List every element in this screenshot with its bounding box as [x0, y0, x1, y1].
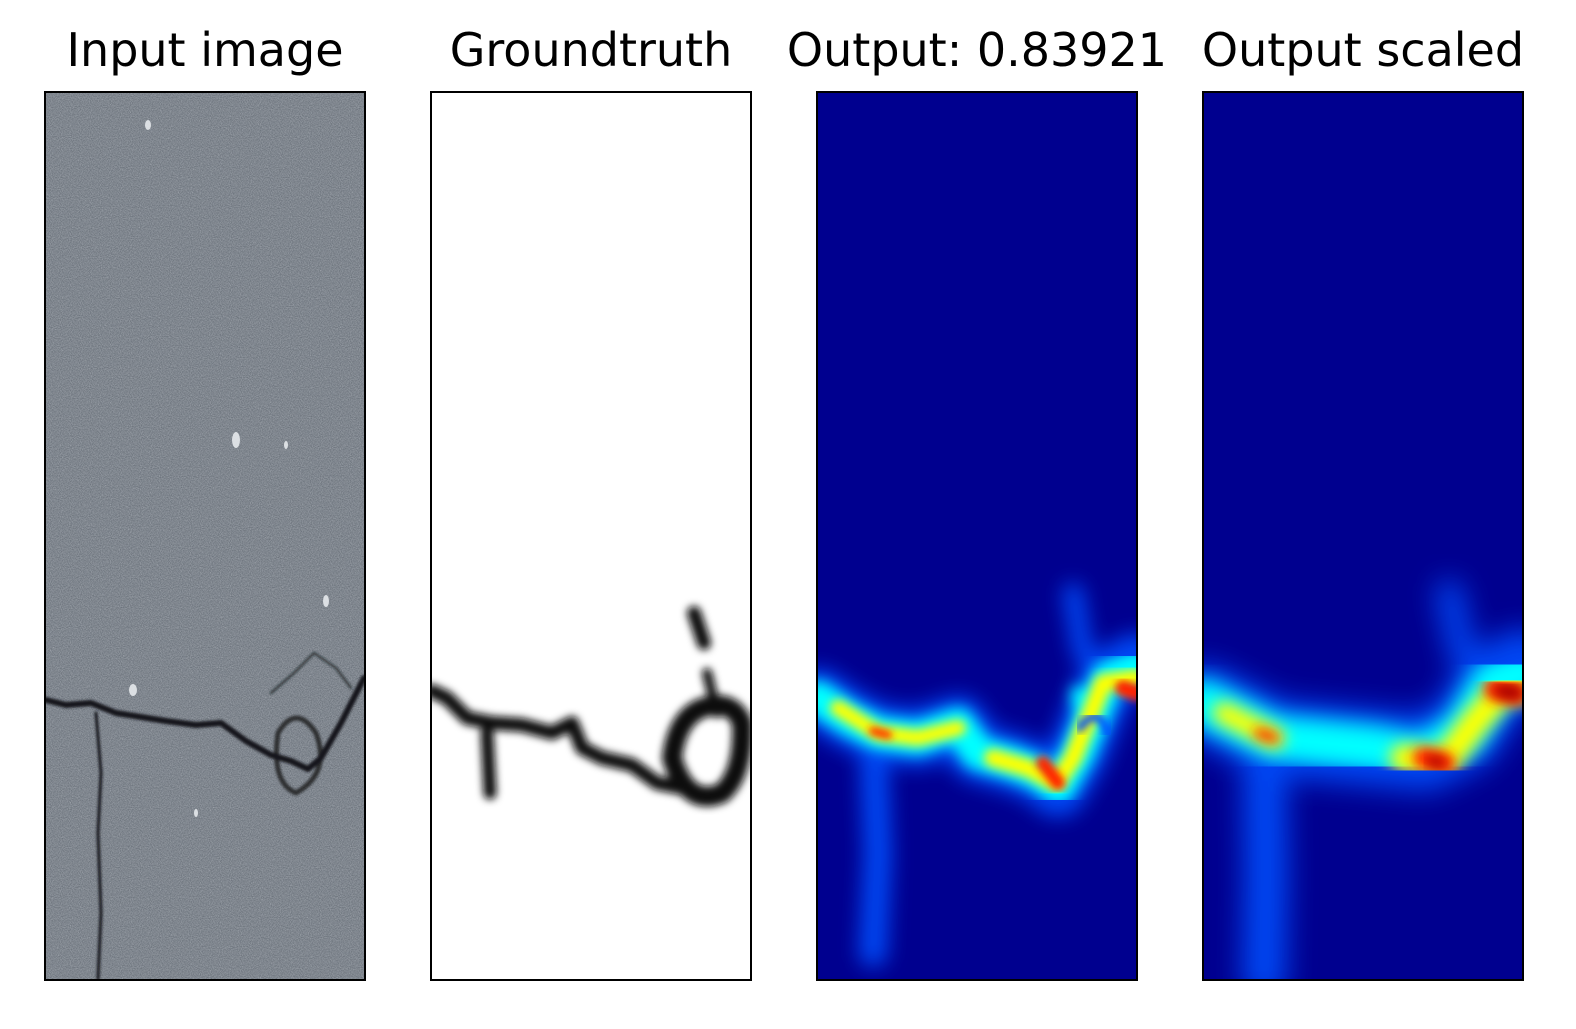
output-scaled-heatmap-panel: [1202, 91, 1524, 981]
output-title: Output: 0.83921: [786, 23, 1168, 77]
groundtruth-panel: [430, 91, 752, 981]
output-heatmap: [818, 93, 1136, 979]
output-scaled-title: Output scaled: [1201, 23, 1525, 77]
output-heatmap-panel: [816, 91, 1138, 981]
groundtruth-mask: [432, 93, 750, 979]
input-image: [46, 93, 364, 979]
input-image-panel: [44, 91, 366, 981]
output-scaled-heatmap: [1204, 93, 1522, 979]
input-image-title: Input image: [66, 23, 344, 77]
groundtruth-title: Groundtruth: [449, 23, 733, 77]
